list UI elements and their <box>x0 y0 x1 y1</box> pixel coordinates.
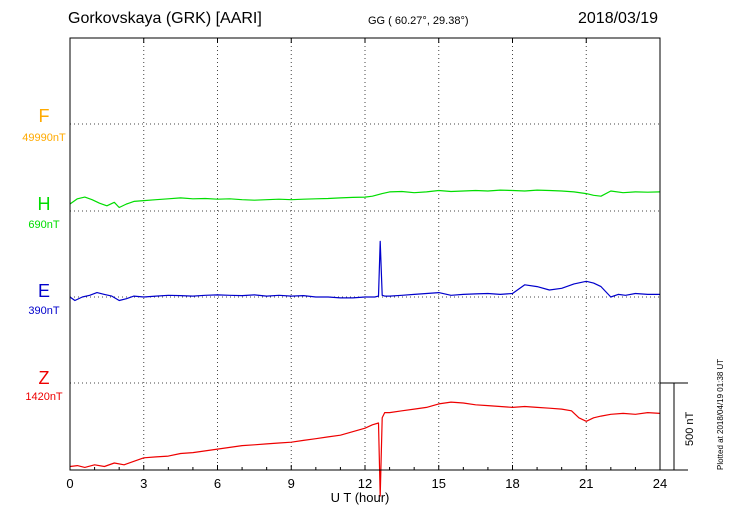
x-tick-label: 3 <box>140 476 147 491</box>
component-letter-h: H <box>37 194 51 214</box>
x-axis-label-text: U T (hour) <box>330 490 390 505</box>
x-tick-label: 6 <box>214 476 221 491</box>
component-baseline-f: 49990nT <box>22 132 66 144</box>
component-baseline-z: 1420nT <box>25 391 63 403</box>
series-line-e <box>69 240 660 302</box>
series-line-z <box>69 401 661 497</box>
x-tick-label: 12 <box>358 476 372 491</box>
ticks-layer: 0 3 6 9 12 15 18 21 24 <box>66 38 667 491</box>
component-letter-z: Z <box>38 368 50 388</box>
plotted-at-note: Plotted at 2018/04/19 01:38 UT <box>716 358 725 470</box>
scale-bar-label: 500 nT <box>684 411 696 446</box>
x-tick-label: 9 <box>288 476 295 491</box>
plot-frame <box>69 37 661 471</box>
x-tick-label: 18 <box>505 476 519 491</box>
component-baseline-h: 690nT <box>28 219 60 231</box>
component-letter-e: E <box>37 281 50 301</box>
station-title: Gorkovskaya (GRK) [AARI] <box>68 10 262 27</box>
x-axis-label: U T (hour) <box>0 490 730 505</box>
series-layer <box>69 189 661 497</box>
grid-layer <box>70 38 660 470</box>
x-tick-label: 24 <box>653 476 667 491</box>
component-letter-f: F <box>38 106 50 126</box>
x-tick-label: 0 <box>66 476 73 491</box>
scale-bar <box>660 382 688 471</box>
x-tick-label: 21 <box>579 476 593 491</box>
plot-date: 2018/03/19 <box>578 10 659 27</box>
geographic-coordinates: GG ( 60.27°, 29.38°) <box>368 15 469 27</box>
component-baseline-e: 390nT <box>28 305 60 317</box>
x-tick-label: 15 <box>432 476 446 491</box>
series-line-h <box>69 189 661 209</box>
